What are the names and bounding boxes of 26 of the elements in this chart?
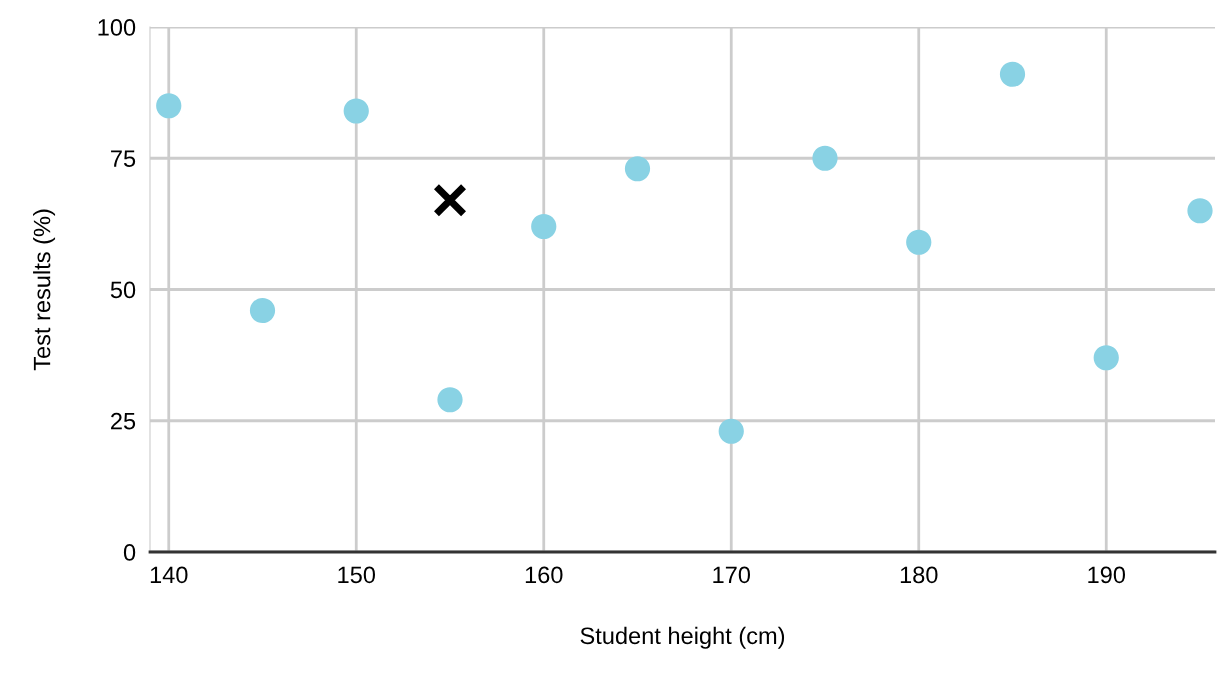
x-tick-label: 170	[713, 566, 751, 584]
x-axis-title: Student height (cm)	[580, 626, 785, 649]
y-tick-label: 100	[98, 19, 136, 36]
x-tick-label: 190	[1088, 566, 1126, 584]
point	[437, 387, 463, 413]
point	[812, 145, 838, 171]
y-tick-label: 75	[111, 150, 136, 168]
y-tick-label: 0	[123, 544, 136, 561]
point	[156, 93, 182, 119]
x-tick-label: 150	[338, 566, 376, 584]
y-tick-label: 50	[110, 281, 136, 299]
point	[343, 98, 369, 124]
point	[531, 213, 557, 240]
x-tick-label: 160	[525, 566, 563, 584]
point	[718, 418, 744, 444]
point	[1093, 345, 1119, 371]
point	[1187, 198, 1213, 224]
point	[249, 297, 276, 324]
point	[999, 61, 1026, 87]
x-tick-label: 140	[150, 566, 188, 584]
y-axis-title: Test results (%)	[33, 209, 56, 371]
point	[624, 156, 651, 182]
y-tick-label: 25	[111, 412, 136, 430]
point	[906, 229, 932, 255]
point	[432, 183, 468, 218]
x-tick-label: 180	[900, 566, 938, 584]
